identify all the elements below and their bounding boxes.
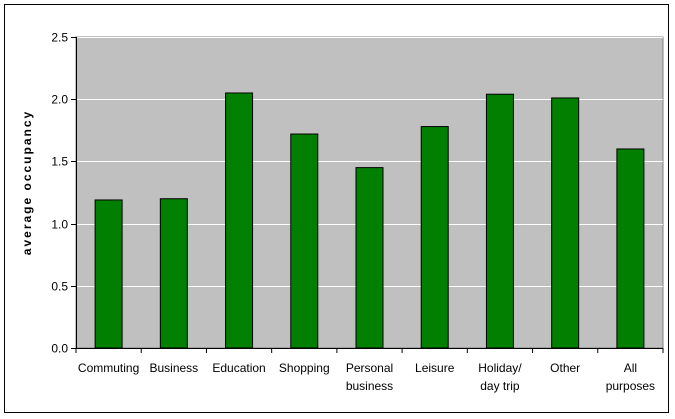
bar-chart: 0.0 0.5 1.0 1.5 2.0 2.5 Commuting Business Educa…	[20, 31, 664, 394]
bar	[94, 199, 123, 349]
y-tick-label: 1.5	[51, 155, 68, 169]
x-tick-label: business	[346, 379, 393, 393]
x-tick-label: Shopping	[279, 361, 330, 375]
y-tick-label: 2.0	[51, 93, 68, 107]
bar	[485, 93, 514, 349]
x-tick-label: day trip	[480, 379, 520, 393]
x-tick-label: Other	[550, 361, 580, 375]
axes	[71, 37, 664, 353]
labels: 0.0 0.5 1.0 1.5 2.0 2.5 Commuting Business Educa…	[51, 31, 655, 394]
y-axis-title: average occupancy	[20, 110, 34, 255]
x-tick-label: Education	[212, 361, 265, 375]
bar	[355, 167, 384, 349]
bar	[159, 198, 188, 349]
x-tick-label: purposes	[606, 379, 655, 393]
y-tick-label: 2.5	[51, 31, 68, 45]
y-tick-label: 1.0	[51, 218, 68, 232]
x-tick-label: Leisure	[415, 361, 455, 375]
chart-frame: 0.0 0.5 1.0 1.5 2.0 2.5 Commuting Business Educa…	[4, 4, 669, 413]
bar	[290, 133, 319, 349]
x-tick-label: Commuting	[78, 361, 139, 375]
bar	[616, 148, 645, 349]
y-tick-label: 0.0	[51, 342, 68, 356]
x-tick-label: Holiday/	[478, 361, 522, 375]
bars	[94, 92, 645, 349]
x-tick-label: Personal	[346, 361, 393, 375]
bar	[420, 126, 449, 349]
x-tick-label: All	[624, 361, 637, 375]
x-tick-label: Business	[149, 361, 198, 375]
bar	[551, 97, 580, 349]
y-tick-label: 0.5	[51, 280, 68, 294]
bar	[225, 92, 254, 349]
